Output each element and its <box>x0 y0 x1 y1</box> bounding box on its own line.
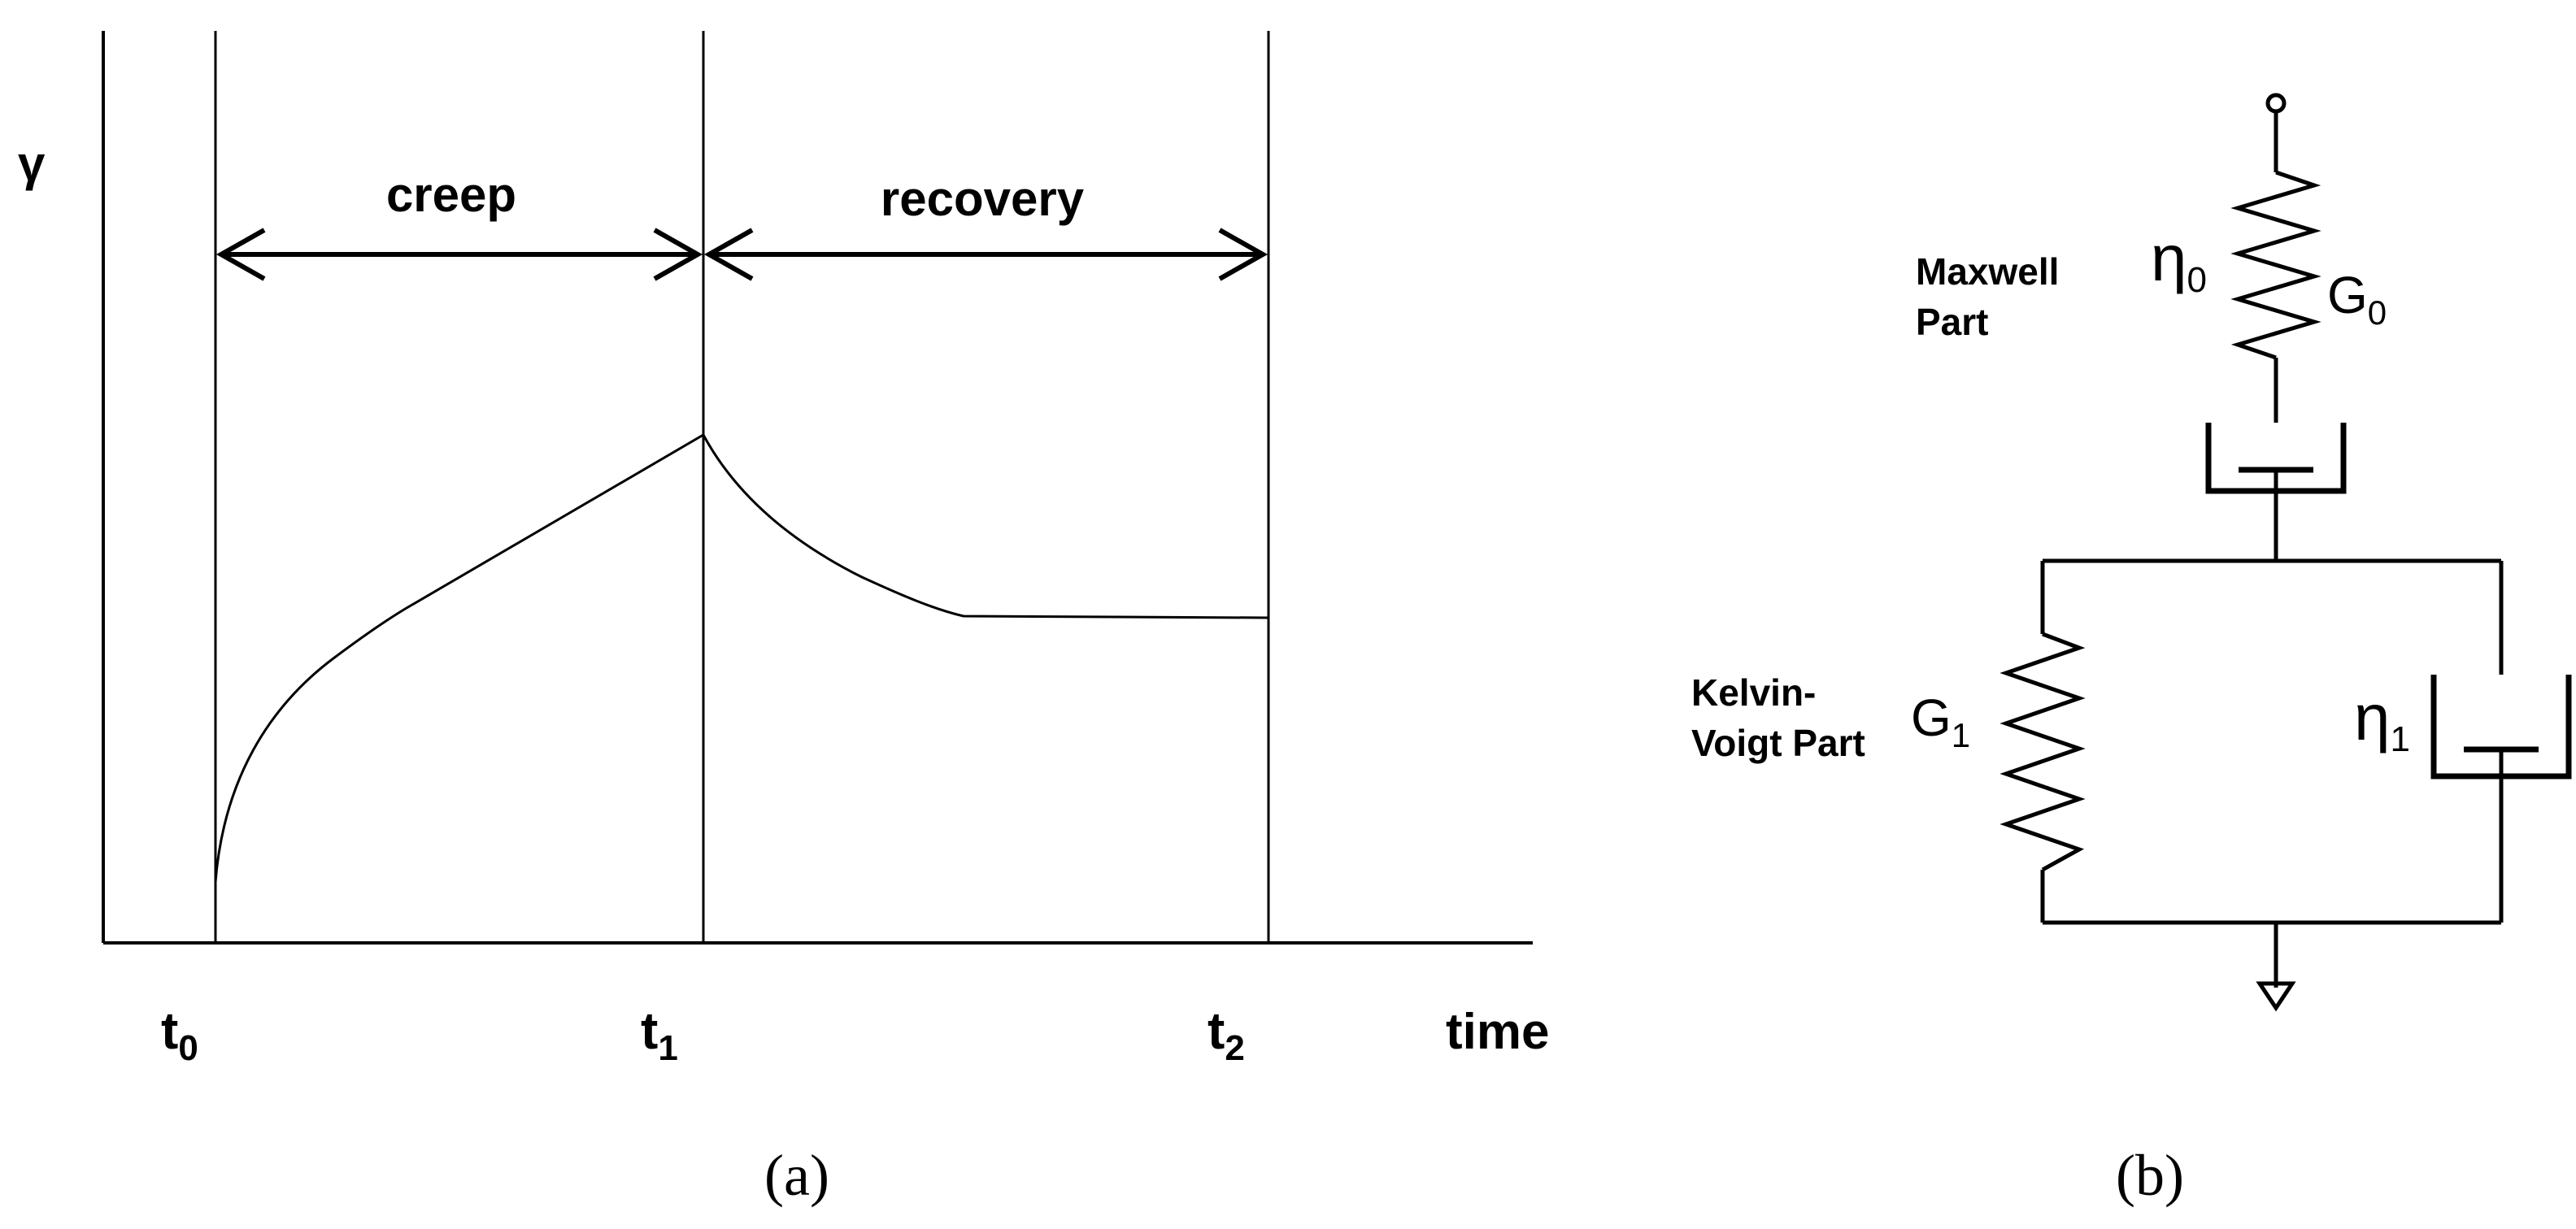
maxwell-spring <box>2230 170 2321 360</box>
maxwell-part-label: Maxwell Part <box>1916 250 2059 343</box>
kelvin-dashpot <box>2430 675 2572 780</box>
output-arrow <box>2256 923 2296 1012</box>
kelvin-voigt-frame <box>2040 558 2504 925</box>
recovery-label: recovery <box>881 172 1085 226</box>
creep-label: creep <box>386 167 516 222</box>
eta1-label: η1 <box>2354 681 2410 759</box>
eta0-label: η0 <box>2151 222 2207 300</box>
strain-response-curve <box>214 432 1269 883</box>
maxwell-dashpot <box>2205 423 2347 561</box>
panel-b-burgers-model: Maxwell Part η0 G0 Kelvin-Voigt Part G1 η… <box>1691 93 2572 1208</box>
creep-double-arrow <box>215 228 703 281</box>
tick-t2: t2 <box>1208 1001 1245 1068</box>
kelvin-spring <box>1999 632 2086 872</box>
caption-b: (b) <box>2116 1143 2184 1208</box>
tick-t0: t0 <box>161 1001 198 1068</box>
tick-t1: t1 <box>641 1001 678 1068</box>
y-axis-label: γ <box>18 137 46 191</box>
panel-a-creep-recovery-plot: γ creep recovery t0 t1 t2 time (a) <box>18 31 1549 1208</box>
recovery-double-arrow <box>703 228 1268 281</box>
kelvin-voigt-part-label: Kelvin-Voigt Part <box>1691 671 1865 764</box>
caption-a: (a) <box>764 1143 829 1208</box>
x-axis-label: time <box>1446 1004 1549 1060</box>
g1-label: G1 <box>1911 688 1970 754</box>
g0-label: G0 <box>2327 266 2387 332</box>
top-node <box>2265 93 2287 114</box>
